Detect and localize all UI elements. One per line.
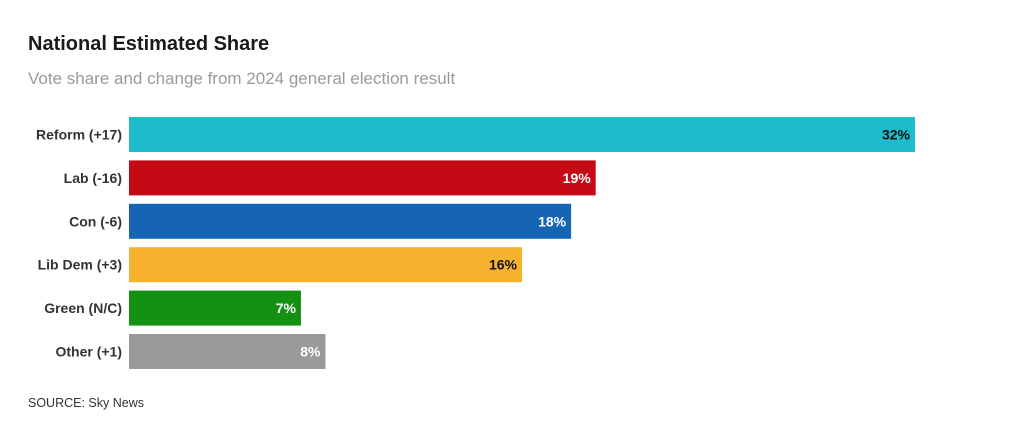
chart-title: National Estimated Share (28, 33, 270, 55)
category-label-lib-dem: Lib Dem (+3) (38, 257, 122, 273)
bar-other (129, 334, 326, 369)
source-note: SOURCE: Sky News (28, 396, 144, 410)
category-label-reform: Reform (+17) (36, 127, 122, 143)
bar-lab (129, 160, 596, 196)
value-label-other: 8% (300, 344, 321, 360)
value-label-con: 18% (538, 213, 567, 229)
bar-green (129, 290, 301, 326)
bar-con (129, 203, 572, 239)
value-label-reform: 32% (882, 127, 911, 143)
category-label-lab: Lab (-16) (64, 170, 122, 186)
category-label-other: Other (+1) (55, 344, 122, 360)
value-label-lab: 19% (563, 170, 592, 186)
category-label-green: Green (N/C) (44, 300, 122, 316)
value-label-lib-dem: 16% (489, 257, 518, 273)
bar-reform (129, 117, 915, 152)
chart-subtitle: Vote share and change from 2024 general … (28, 69, 456, 88)
value-label-green: 7% (276, 300, 297, 316)
bar-lib-dem (129, 247, 522, 283)
bar-group: Reform (+17) 32% Lab (-16) 19% Con (-6) 18% Li… (36, 117, 915, 369)
category-label-con: Con (-6) (69, 213, 122, 229)
